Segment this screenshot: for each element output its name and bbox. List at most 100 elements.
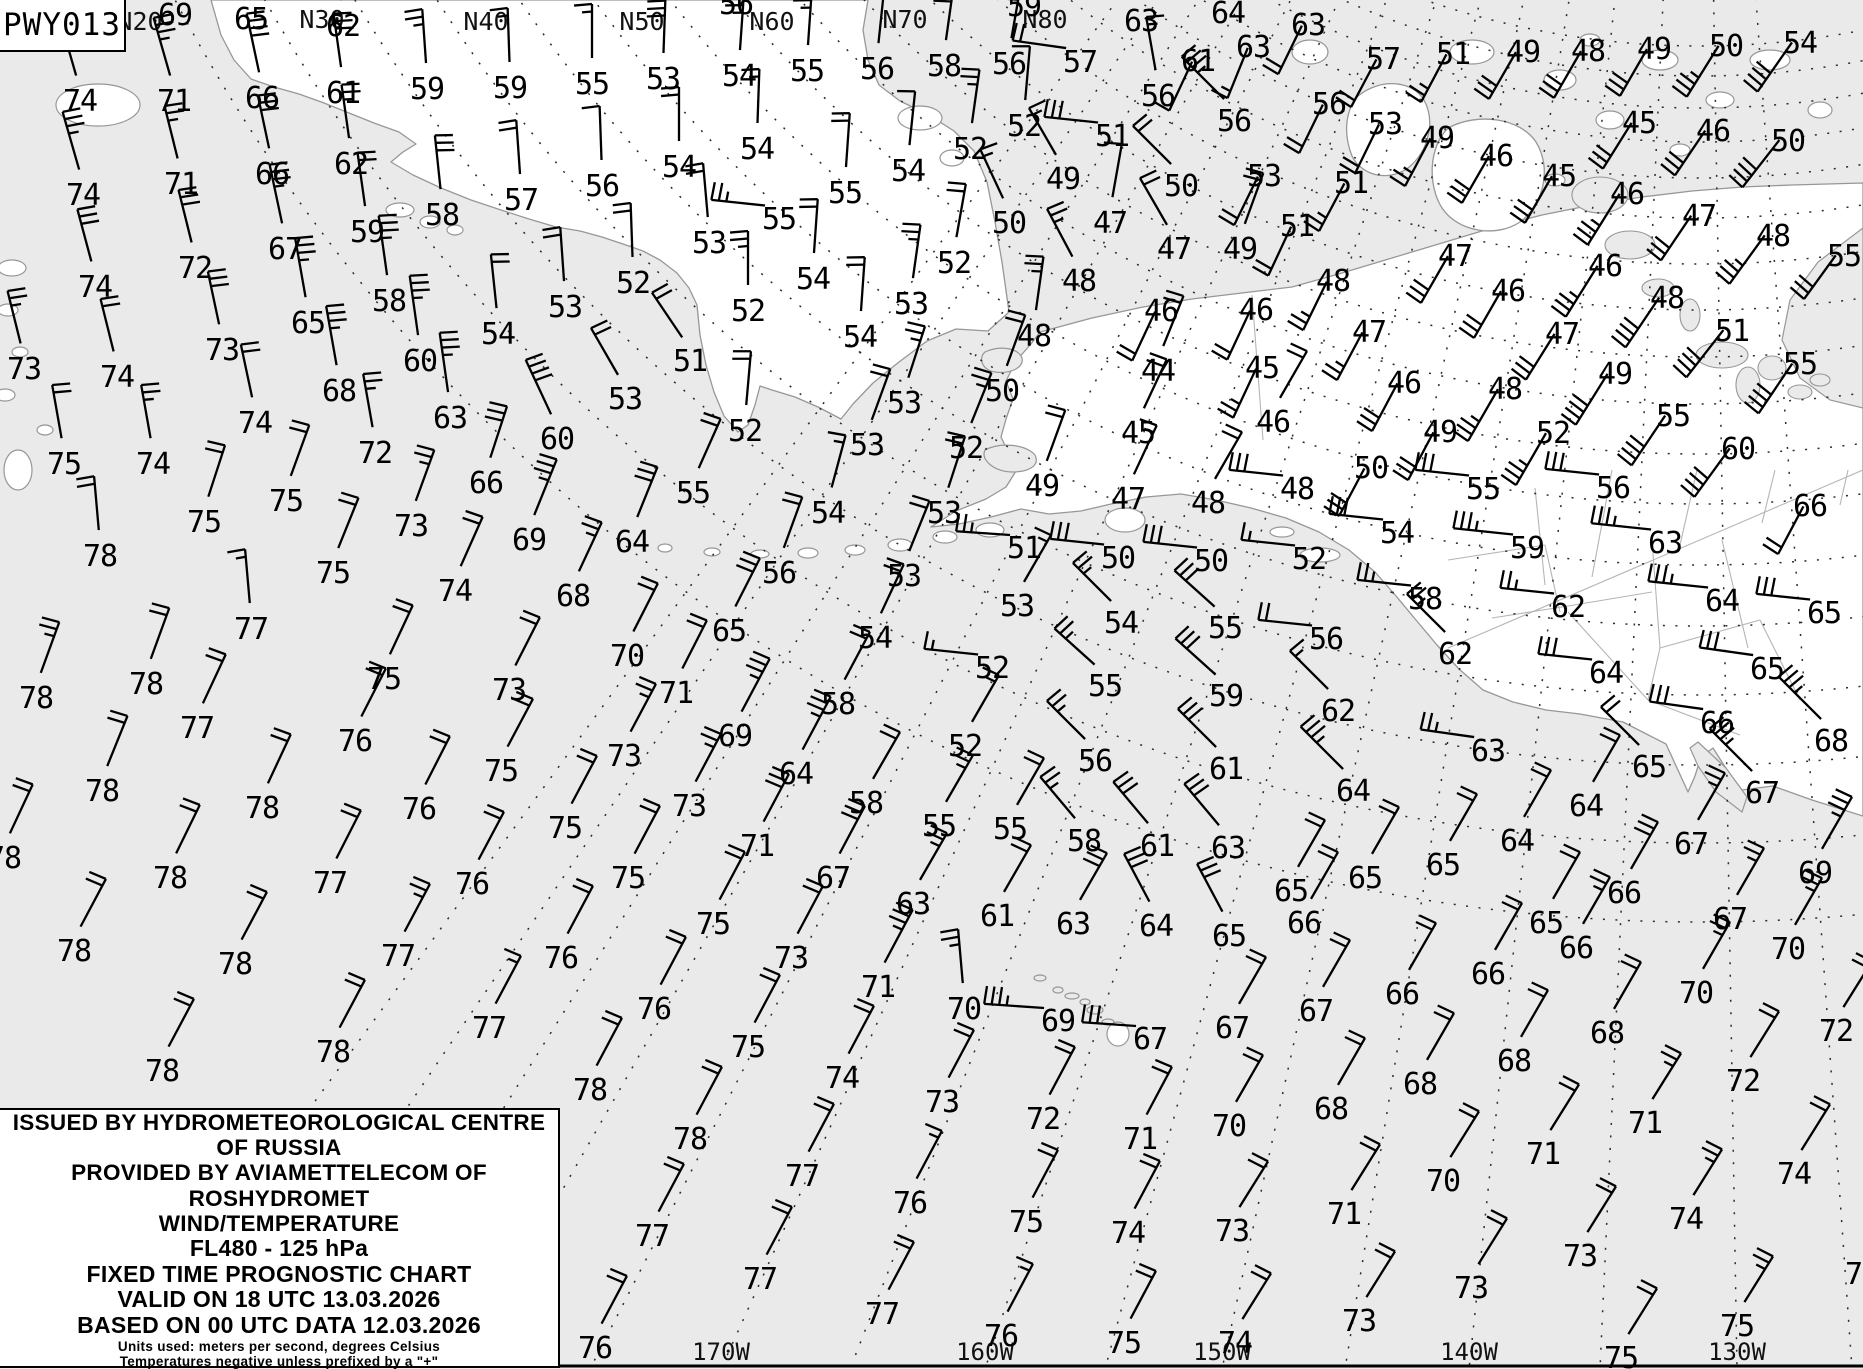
wind-barb-feather	[1589, 874, 1607, 885]
station-64: 64	[1647, 563, 1740, 619]
station-temperature: 74	[100, 360, 134, 395]
wind-barb-half-feather	[274, 184, 285, 188]
station-temperature: 78	[673, 1122, 707, 1157]
wind-barb-stem	[1777, 675, 1822, 720]
wind-barb-feather	[1389, 175, 1406, 188]
station-temperature: 49	[1025, 469, 1059, 504]
station-temperature: 71	[1123, 1122, 1157, 1157]
station-67: 67	[1713, 839, 1765, 937]
station-48: 48	[1452, 372, 1523, 443]
station-temperature: 76	[338, 724, 372, 759]
wind-barb-feather	[270, 733, 288, 743]
wind-barb-feather	[1429, 453, 1435, 472]
wind-barb-feather	[1762, 543, 1779, 556]
station-temperature: 48	[1650, 281, 1684, 316]
station-67: 67	[1708, 716, 1780, 811]
wind-barb-feather	[81, 219, 100, 225]
wind-barb-feather	[1679, 72, 1696, 85]
wind-barb-feather	[1187, 707, 1204, 721]
wind-barb-feather	[998, 986, 1004, 1006]
wind-barb-stem	[1736, 847, 1765, 896]
station-temperature: 66	[1793, 489, 1827, 524]
station-72: 72	[177, 186, 213, 286]
station-temperature: 54	[796, 262, 830, 297]
wind-barb-stem	[1031, 1149, 1059, 1199]
station-temperature: 46	[1588, 249, 1622, 284]
station-temperature: 73	[672, 789, 706, 824]
station-56: 56	[1046, 688, 1113, 779]
station-64: 64	[1500, 761, 1552, 859]
wind-barb-half-feather	[967, 82, 978, 86]
wind-barb-half-feather	[497, 14, 509, 18]
wind-barb-stem	[762, 773, 790, 823]
wind-barb-feather	[990, 986, 996, 1005]
wind-barb-feather	[1324, 362, 1342, 375]
wind-barb-stem	[1803, 254, 1837, 300]
wind-barb-stem	[1420, 728, 1475, 739]
station-49: 49	[1389, 121, 1455, 188]
wind-barb-feather	[1510, 367, 1527, 381]
wind-barb-feather	[1173, 557, 1189, 572]
wind-barb-stem	[636, 466, 659, 518]
wind-barb-feather	[344, 978, 362, 988]
latitude-label: N40	[463, 7, 508, 36]
station-64: 64	[615, 460, 659, 560]
wind-barb-half-feather	[1518, 458, 1528, 467]
wind-barb-stem	[711, 198, 766, 207]
wind-barb-feather	[1250, 1270, 1268, 1281]
wind-barb-feather	[1382, 798, 1400, 809]
station-76: 76	[544, 877, 594, 976]
station-temperature: 78	[85, 774, 119, 809]
wind-barb-feather	[907, 321, 926, 328]
station-48: 48	[1046, 200, 1097, 299]
wind-barb-feather	[1356, 562, 1362, 581]
wind-barb-half-feather	[419, 460, 430, 466]
wind-barb-feather	[1395, 462, 1413, 475]
station-temperature: 54	[891, 154, 925, 189]
wind-barb-half-feather	[1712, 929, 1723, 937]
wind-barb-stem	[1842, 973, 1863, 1008]
wind-barb-stem	[201, 653, 227, 704]
station-61: 61	[1112, 770, 1175, 864]
station-temperature: 74	[1669, 1202, 1703, 1237]
wind-barb-stem	[830, 435, 847, 488]
wind-barb-stem	[1564, 265, 1599, 318]
wind-barb-feather	[717, 182, 724, 201]
station-temperature: 63	[1124, 4, 1158, 39]
wind-barb-feather	[141, 382, 160, 387]
station-63: 63	[1056, 844, 1108, 942]
wind-barb-feather	[1664, 156, 1680, 171]
wind-barb-feather	[573, 2, 593, 7]
station-temperature: 69	[1798, 856, 1832, 891]
station-temperature: 52	[937, 246, 971, 281]
wind-barb-stem	[1129, 1270, 1157, 1320]
station-temperature: 68	[1590, 1016, 1624, 1051]
wind-barb-stem	[877, 0, 885, 44]
wind-barb-stem	[908, 91, 917, 146]
wind-barb-feather	[1680, 484, 1696, 498]
wind-barb-feather	[1414, 452, 1420, 471]
station-temperature: 65	[291, 306, 325, 341]
wind-barb-stem	[701, 163, 709, 218]
wind-barb-stem	[944, 0, 953, 41]
island	[385, 202, 415, 218]
wind-barb-feather	[1299, 714, 1316, 728]
wind-barb-stem	[1229, 468, 1284, 477]
wind-barb-feather	[883, 723, 901, 734]
wind-barb-feather	[703, 411, 722, 420]
wind-barb-feather	[727, 843, 746, 854]
station-69: 69	[983, 985, 1076, 1039]
station-63: 63	[1210, 30, 1271, 100]
wind-barb-feather	[414, 451, 432, 459]
island	[1544, 173, 1566, 187]
wind-barb-feather	[1132, 113, 1148, 127]
wind-barb-stem	[1112, 781, 1149, 825]
station-temperature: 67	[1745, 776, 1779, 811]
wind-barb-feather	[1117, 776, 1134, 789]
station-temperature: 63	[1236, 30, 1270, 65]
wind-barb-feather	[888, 914, 907, 924]
wind-barb-stem	[360, 667, 387, 718]
wind-barb-stem	[152, 17, 172, 76]
station-64: 64	[1537, 636, 1624, 691]
wind-barb-feather	[77, 205, 96, 211]
